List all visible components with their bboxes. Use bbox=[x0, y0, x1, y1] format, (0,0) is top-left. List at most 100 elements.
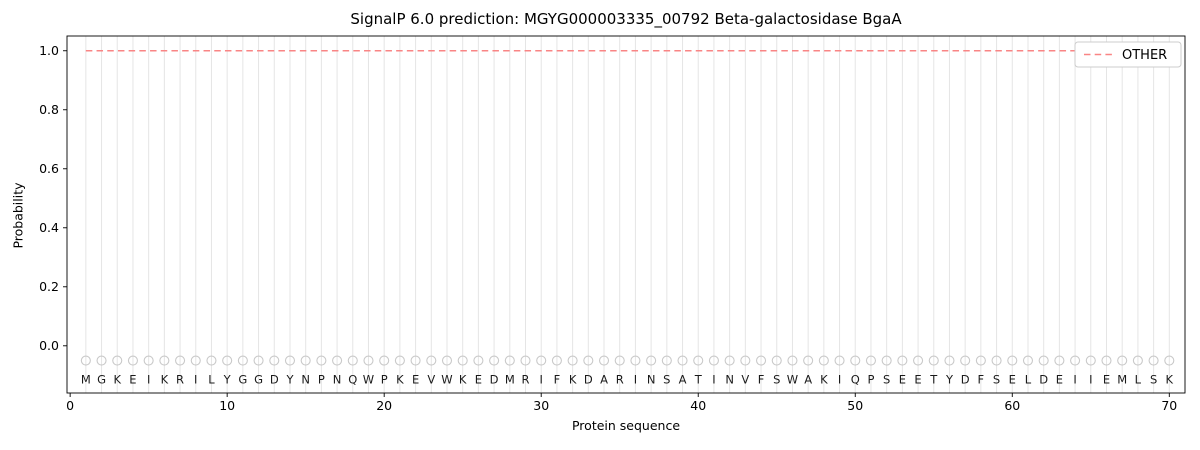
residue-marker bbox=[960, 355, 971, 366]
residue-letter: N bbox=[301, 373, 310, 387]
residue-letter: I bbox=[712, 373, 715, 387]
residue-letter: S bbox=[993, 373, 1000, 387]
residue-marker bbox=[787, 355, 798, 366]
residue-letter: E bbox=[914, 373, 921, 387]
residue-letter: R bbox=[616, 373, 624, 387]
x-tick-label: 40 bbox=[690, 398, 706, 413]
residue-marker bbox=[567, 355, 578, 366]
residue-letter: K bbox=[569, 373, 577, 387]
residue-marker bbox=[928, 355, 939, 366]
residue-letter: E bbox=[899, 373, 906, 387]
y-tick-label: 0.6 bbox=[39, 161, 59, 176]
residue-letter: V bbox=[427, 373, 435, 387]
x-tick-label: 70 bbox=[1161, 398, 1177, 413]
residue-marker bbox=[740, 355, 751, 366]
residue-letter: K bbox=[1166, 373, 1174, 387]
residue-marker bbox=[410, 355, 421, 366]
residue-letter: P bbox=[318, 373, 325, 387]
residue-marker bbox=[457, 355, 468, 366]
residue-letter: I bbox=[838, 373, 841, 387]
residue-marker bbox=[834, 355, 845, 366]
residue-marker bbox=[614, 355, 625, 366]
residue-letter: D bbox=[584, 373, 593, 387]
residue-letter: P bbox=[867, 373, 874, 387]
residue-letter: K bbox=[459, 373, 467, 387]
residue-letter: D bbox=[270, 373, 279, 387]
residue-marker bbox=[583, 355, 594, 366]
residue-marker bbox=[80, 355, 91, 366]
residue-letter: K bbox=[820, 373, 828, 387]
residue-letter: G bbox=[97, 373, 106, 387]
residue-marker bbox=[646, 355, 657, 366]
y-tick-label: 0.8 bbox=[39, 102, 59, 117]
residue-letter: M bbox=[81, 373, 91, 387]
residue-marker bbox=[803, 355, 814, 366]
residue-letter: R bbox=[522, 373, 530, 387]
y-tick-label: 1.0 bbox=[39, 43, 59, 58]
residue-letter: E bbox=[412, 373, 419, 387]
residue-letter: N bbox=[333, 373, 342, 387]
residue-marker bbox=[347, 355, 358, 366]
residue-letter: F bbox=[758, 373, 765, 387]
residue-marker bbox=[332, 355, 343, 366]
residue-marker bbox=[1101, 355, 1112, 366]
residue-marker bbox=[1022, 355, 1034, 366]
residue-marker bbox=[143, 355, 154, 366]
residue-letter: I bbox=[1089, 373, 1092, 387]
residue-marker bbox=[441, 355, 453, 366]
residue-marker bbox=[551, 355, 562, 366]
residue-letter: S bbox=[773, 373, 780, 387]
residue-marker bbox=[363, 355, 374, 366]
residue-marker bbox=[630, 355, 641, 366]
residue-letter: N bbox=[647, 373, 656, 387]
residue-letter: G bbox=[254, 373, 263, 387]
residue-marker bbox=[944, 355, 955, 366]
residue-letter: Q bbox=[348, 373, 357, 387]
residue-letter: I bbox=[147, 373, 150, 387]
residue-letter: M bbox=[1117, 373, 1127, 387]
residue-letter: L bbox=[1025, 373, 1032, 387]
residue-letter: Y bbox=[223, 373, 232, 387]
residue-letter: Y bbox=[945, 373, 954, 387]
residue-letter: E bbox=[1056, 373, 1063, 387]
residue-letter: S bbox=[663, 373, 670, 387]
residue-marker bbox=[818, 355, 829, 366]
residue-marker bbox=[222, 355, 233, 366]
residue-marker bbox=[127, 355, 138, 366]
x-tick-label: 50 bbox=[847, 398, 863, 413]
residue-letter: K bbox=[396, 373, 404, 387]
x-tick-label: 20 bbox=[376, 398, 392, 413]
residue-marker bbox=[237, 355, 248, 366]
residue-marker bbox=[473, 355, 484, 366]
residue-letter: Q bbox=[851, 373, 860, 387]
residue-marker bbox=[536, 355, 547, 366]
x-axis-label: Protein sequence bbox=[571, 418, 681, 433]
residue-marker bbox=[865, 355, 877, 366]
residue-letter: E bbox=[1009, 373, 1016, 387]
residue-marker bbox=[96, 355, 107, 366]
residue-letter: D bbox=[1039, 373, 1048, 387]
residue-letter: S bbox=[883, 373, 890, 387]
residue-marker bbox=[1164, 355, 1175, 366]
residue-marker bbox=[1117, 355, 1128, 366]
residue-marker bbox=[913, 355, 924, 366]
residue-letter: P bbox=[381, 373, 388, 387]
residue-marker bbox=[755, 355, 767, 366]
residue-marker bbox=[190, 355, 201, 366]
residue-letter: L bbox=[208, 373, 215, 387]
residue-letter: R bbox=[176, 373, 184, 387]
residue-marker bbox=[1085, 355, 1096, 366]
residue-letter: G bbox=[238, 373, 247, 387]
residue-letter: I bbox=[540, 373, 543, 387]
residue-marker bbox=[771, 355, 782, 366]
x-tick-label: 60 bbox=[1004, 398, 1020, 413]
residue-marker bbox=[175, 355, 186, 366]
residue-marker bbox=[1007, 355, 1018, 366]
residue-marker bbox=[300, 355, 311, 366]
residue-marker bbox=[693, 355, 704, 366]
residue-letter: A bbox=[804, 373, 812, 387]
residue-marker bbox=[489, 355, 500, 366]
x-tick-label: 30 bbox=[533, 398, 549, 413]
y-tick-label: 0.2 bbox=[39, 279, 59, 294]
